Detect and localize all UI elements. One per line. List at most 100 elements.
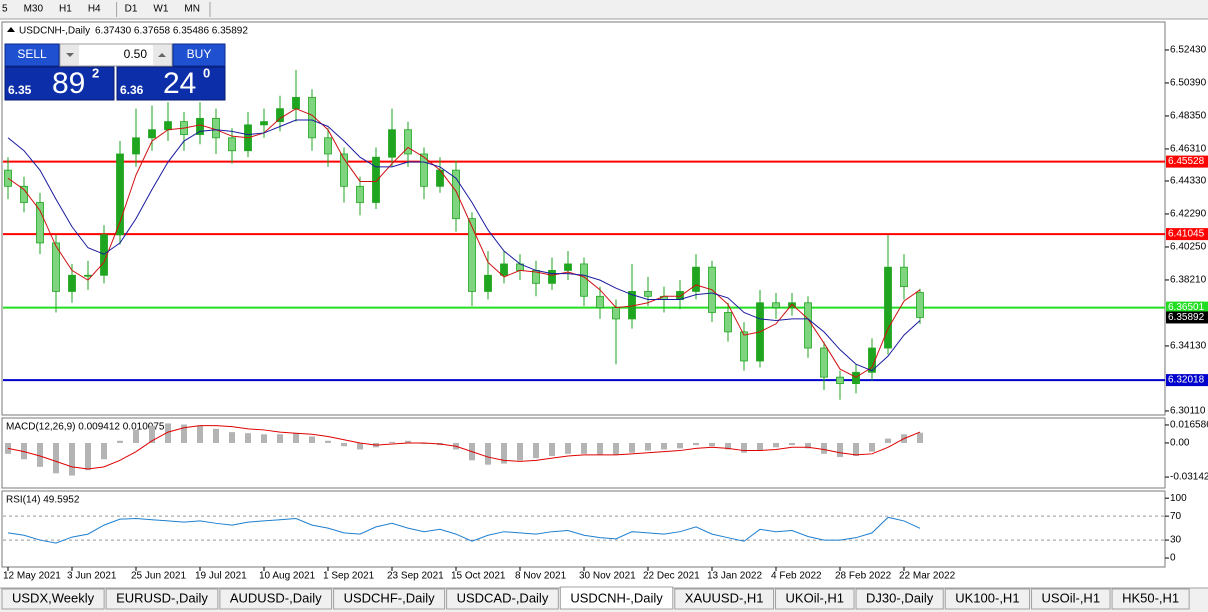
rsi-tick-label: 100 xyxy=(1170,493,1187,504)
candle-body xyxy=(148,129,156,139)
macd-signal xyxy=(7,425,921,470)
candle-body xyxy=(836,376,844,385)
macd-bar xyxy=(53,442,59,474)
candle-body xyxy=(804,302,812,349)
y-tick-label: 6.44330 xyxy=(1170,176,1207,187)
candle-body xyxy=(580,263,588,297)
chart-tab[interactable] xyxy=(775,588,855,610)
candle-body xyxy=(84,274,92,277)
candle-body xyxy=(820,347,828,378)
chart-tab[interactable] xyxy=(559,586,674,610)
chart-tab[interactable] xyxy=(333,588,446,610)
x-tick-label: 22 Mar 2022 xyxy=(899,571,956,582)
chart-tab[interactable] xyxy=(446,588,559,610)
timeframe-button[interactable]: D1 xyxy=(125,4,138,15)
chart-tab[interactable] xyxy=(855,588,944,610)
macd-bar xyxy=(645,442,651,451)
candle-body xyxy=(772,302,780,309)
price-level-tag xyxy=(1166,374,1208,387)
timeframe-button[interactable]: W1 xyxy=(153,4,168,15)
candle-body xyxy=(420,153,428,187)
candle-body xyxy=(68,274,76,292)
macd-bar xyxy=(661,442,667,450)
macd-bar xyxy=(69,442,75,476)
one-click-trading: SELL 0.50 BUY 6.35 89 2 6.36 24 0 xyxy=(4,43,226,101)
candle-body xyxy=(372,156,380,203)
macd-bar xyxy=(357,442,363,450)
macd-bar xyxy=(85,442,91,471)
macd-bar xyxy=(805,442,811,449)
x-tick-label: 10 Aug 2021 xyxy=(259,571,316,582)
candle-body xyxy=(452,169,460,220)
candle-body xyxy=(116,153,124,236)
macd-bar xyxy=(5,442,11,454)
chart-tab[interactable] xyxy=(1031,588,1111,610)
price-level-tag xyxy=(1166,301,1208,314)
timeframe-button[interactable]: 5 xyxy=(2,4,8,15)
macd-bar xyxy=(405,440,411,443)
macd-bar xyxy=(133,429,139,443)
chart-tab-label: XAUUSD-,H1 xyxy=(685,590,764,605)
macd-bar xyxy=(853,442,859,456)
chart-tab[interactable] xyxy=(674,588,775,610)
macd-bar xyxy=(149,425,155,443)
x-tick-label: 30 Nov 2021 xyxy=(579,571,636,582)
rsi-tick-label: 30 xyxy=(1170,535,1182,546)
candle-body xyxy=(276,108,284,123)
chart-tab[interactable] xyxy=(105,588,219,610)
candle-body xyxy=(740,331,748,362)
buy-price-big: 6.36 xyxy=(120,83,144,97)
chart-tab[interactable] xyxy=(219,588,333,610)
chart-tab[interactable] xyxy=(944,588,1031,610)
volume-input[interactable] xyxy=(59,43,173,67)
current-price-tag xyxy=(1166,311,1208,324)
rsi-tick-label: 0 xyxy=(1170,553,1176,564)
timeframe-button[interactable]: H1 xyxy=(59,4,72,15)
candle-body xyxy=(484,274,492,292)
macd-bar xyxy=(581,442,587,454)
buy-button[interactable] xyxy=(172,43,226,67)
sell-price-box[interactable] xyxy=(4,66,115,101)
price-level-label: 6.45528 xyxy=(1168,156,1205,167)
x-tick-label: 19 Jul 2021 xyxy=(195,571,247,582)
macd-panel xyxy=(1,417,1166,489)
price-level-tag xyxy=(1166,228,1208,241)
collapse-icon[interactable] xyxy=(7,27,15,32)
macd-bar xyxy=(325,440,331,443)
macd-bar xyxy=(37,442,43,467)
chart-tab-label: USDX,Weekly xyxy=(12,590,95,605)
chart-tab-label: USOil-,H1 xyxy=(1042,590,1101,605)
macd-bar xyxy=(501,442,507,464)
sell-price-pips: 89 xyxy=(52,67,85,100)
timeframe-button[interactable]: M30 xyxy=(24,4,44,15)
macd-bar xyxy=(293,433,299,443)
candle-body xyxy=(4,169,12,187)
x-tick-label: 25 Jun 2021 xyxy=(131,571,186,582)
buy-label: BUY xyxy=(187,47,212,61)
candle-body xyxy=(884,266,892,349)
macd-bar xyxy=(277,434,283,443)
macd-bar xyxy=(757,442,763,451)
sell-button[interactable] xyxy=(4,43,60,67)
candle-body xyxy=(724,312,732,333)
price-level-label: 6.36501 xyxy=(1168,302,1205,313)
timeframe-button[interactable]: MN xyxy=(184,4,200,15)
up-arrow xyxy=(158,53,166,57)
toolbar xyxy=(0,0,1208,19)
timeframe-button[interactable]: H4 xyxy=(88,4,101,15)
buy-price-box[interactable] xyxy=(116,66,226,101)
candle-body xyxy=(164,121,172,131)
macd-bar xyxy=(917,432,923,443)
x-tick-label: 12 May 2021 xyxy=(3,571,61,582)
macd-bar xyxy=(741,442,747,453)
chart-tab[interactable] xyxy=(1111,588,1190,610)
macd-bar xyxy=(725,442,731,450)
candle-body xyxy=(548,270,556,284)
chart-tab[interactable] xyxy=(1,588,105,610)
candle-body xyxy=(212,117,220,139)
candle-body xyxy=(612,307,620,320)
candle-body xyxy=(596,295,604,309)
chart-tab-label: EURUSD-,Daily xyxy=(116,590,208,605)
